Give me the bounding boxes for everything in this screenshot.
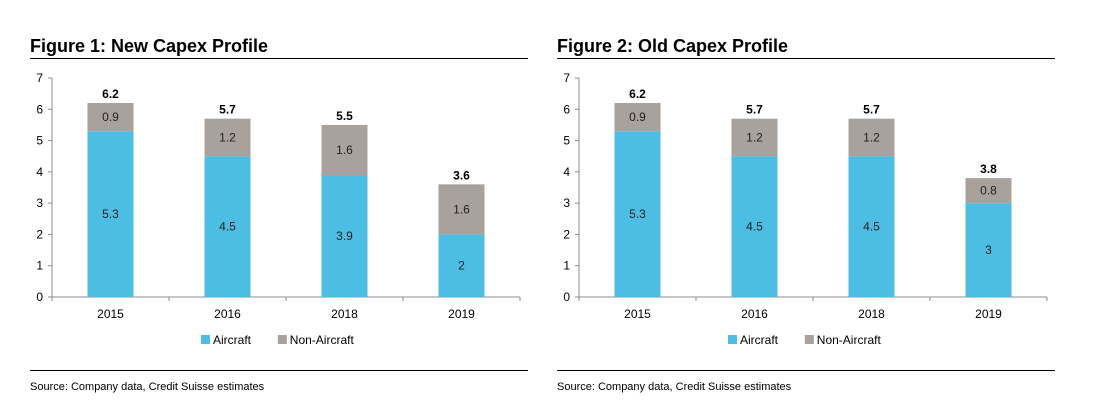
legend-label: Non-Aircraft [290,333,355,347]
total-label: 3.8 [980,162,997,176]
bar-non-aircraft-2019 [965,178,1012,204]
bar-non-aircraft-2018 [848,118,895,157]
figure-2-top-rule [557,58,1055,59]
data-label: 4.5 [863,220,880,234]
y-tick-label: 4 [563,165,570,179]
figure-1-source: Source: Company data, Credit Suisse esti… [30,381,265,393]
x-tick-label: 2015 [624,307,651,321]
data-label: 0.9 [629,110,646,124]
y-tick-label: 6 [36,102,43,116]
figure-2-title: Figure 2: Old Capex Profile [557,36,789,56]
data-label: 3 [985,243,992,257]
total-label: 3.6 [453,168,470,182]
data-label: 1.6 [453,202,470,216]
bar-aircraft-2019 [965,203,1012,297]
data-label: 4.5 [219,220,236,234]
bar-non-aircraft-2015 [87,103,134,132]
bar-aircraft-2015 [614,131,661,297]
y-tick-label: 1 [563,259,570,273]
bar-aircraft-2019 [438,234,485,297]
figure-2-source: Source: Company data, Credit Suisse esti… [557,381,792,393]
bar-non-aircraft-2015 [614,103,661,132]
legend-label: Aircraft [213,333,252,347]
data-label: 1.2 [863,130,880,144]
bar-non-aircraft-2018 [321,124,368,175]
legend-label: Aircraft [740,333,779,347]
y-tick-label: 7 [563,71,570,85]
data-label: 4.5 [746,220,763,234]
legend-swatch [804,335,814,344]
figure-2-bottom-rule [557,370,1055,371]
data-label: 0.9 [102,110,119,124]
y-tick-label: 7 [36,71,43,85]
bar-aircraft-2018 [848,156,895,297]
figure-1-top-rule [30,58,528,59]
x-tick-label: 2019 [975,307,1002,321]
y-tick-label: 4 [36,165,43,179]
x-tick-label: 2015 [97,307,124,321]
figure-1-title: Figure 1: New Capex Profile [30,36,269,56]
total-label: 5.5 [336,109,353,123]
total-label: 5.7 [746,103,763,117]
figure-1-chart: 0 1 2 3 4 5 6 7 5.3 0.9 6.2 2015 4.5 1.2 5.7 2016 3.9 1.6… [36,71,521,347]
x-tick-label: 2019 [448,307,475,321]
y-tick-label: 2 [36,227,43,241]
figure-2-chart: 0 1 2 3 4 5 6 7 5.3 0.9 6.2 2015 4.5 1.2 5.7 2016 4.5 1.2… [563,71,1048,347]
y-tick-label: 2 [563,227,570,241]
data-label: 1.2 [219,130,236,144]
legend-swatch [728,335,737,344]
figure-1-panel: Figure 1: New Capex Profile 0 1 2 3 4 5 6 7 5.3 0… [30,0,540,407]
bar-non-aircraft-2016 [204,118,251,157]
y-tick-label: 5 [36,134,43,148]
bar-non-aircraft-2016 [731,118,778,157]
y-tick-label: 6 [563,102,570,116]
data-label: 2 [458,259,465,273]
bar-aircraft-2016 [204,156,251,297]
y-tick-label: 0 [36,290,43,304]
bar-aircraft-2016 [731,156,778,297]
x-tick-label: 2018 [331,307,358,321]
y-tick-label: 5 [563,134,570,148]
bar-aircraft-2015 [87,131,134,297]
bar-non-aircraft-2019 [438,184,485,235]
total-label: 5.7 [863,103,880,117]
x-tick-label: 2018 [858,307,885,321]
data-label: 0.8 [980,184,997,198]
figure-2-panel: Figure 2: Old Capex Profile 0 1 2 3 4 5 6 7 5.3 0… [557,0,1067,407]
bar-aircraft-2018 [321,174,368,297]
legend-swatch [277,335,287,344]
data-label: 3.9 [336,229,353,243]
x-tick-label: 2016 [741,307,768,321]
total-label: 5.7 [219,103,236,117]
data-label: 5.3 [629,207,646,221]
data-label: 5.3 [102,207,119,221]
y-tick-label: 3 [36,196,43,210]
x-tick-label: 2016 [214,307,241,321]
legend-swatch [201,335,210,344]
total-label: 6.2 [629,87,646,101]
y-tick-label: 3 [563,196,570,210]
y-tick-label: 0 [563,290,570,304]
legend-label: Non-Aircraft [817,333,882,347]
total-label: 6.2 [102,87,119,101]
data-label: 1.6 [336,143,353,157]
data-label: 1.2 [746,130,763,144]
y-tick-label: 1 [36,259,43,273]
figure-1-bottom-rule [30,370,528,371]
